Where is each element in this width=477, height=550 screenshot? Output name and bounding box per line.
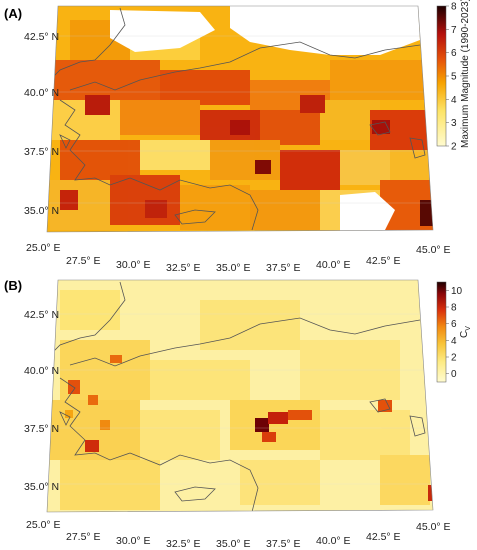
lon-tick-label: 40.0° E bbox=[316, 535, 351, 547]
lon-tick-label: 32.5° E bbox=[166, 262, 201, 274]
lon-axis-a: 25.0° E 27.5° E 30.0° E 32.5° E 35.0° E … bbox=[26, 242, 451, 274]
lon-tick-label: 37.5° E bbox=[266, 538, 301, 550]
colorbar-tick-label: 6 bbox=[451, 319, 457, 330]
colorbar-tick-label: 2 bbox=[451, 142, 457, 153]
lon-tick-label: 37.5° E bbox=[266, 262, 301, 274]
lon-tick-label: 25.0° E bbox=[26, 242, 61, 254]
graticule bbox=[47, 35, 433, 204]
lon-tick-label: 35.0° E bbox=[216, 538, 251, 550]
lon-tick-label: 25.0° E bbox=[26, 519, 61, 531]
panel-a: (A) bbox=[4, 0, 471, 274]
lat-tick-label: 42.5° N bbox=[24, 309, 59, 321]
panel-a-tag: (A) bbox=[4, 6, 22, 21]
graticule bbox=[47, 313, 433, 485]
lat-tick-label: 37.5° N bbox=[24, 423, 59, 435]
lat-axis-b: 42.5° N 40.0° N 37.5° N 35.0° N bbox=[24, 309, 59, 493]
cv-field bbox=[50, 290, 433, 510]
colorbar-tick-label: 4 bbox=[451, 95, 457, 106]
panel-b: (B) bbox=[4, 278, 472, 550]
lon-tick-label: 27.5° E bbox=[66, 255, 101, 267]
magnitude-map bbox=[47, 6, 433, 232]
panel-b-tag: (B) bbox=[4, 278, 22, 293]
lat-tick-label: 42.5° N bbox=[24, 31, 59, 43]
colorbar-tick-label: 2 bbox=[451, 353, 457, 364]
lon-tick-label: 27.5° E bbox=[66, 531, 101, 543]
colorbar-b: 0 2 4 6 8 10 CV bbox=[436, 281, 472, 383]
colorbar-tick-label: 7 bbox=[451, 25, 457, 36]
lon-axis-b: 25.0° E 27.5° E 30.0° E 32.5° E 35.0° E … bbox=[26, 519, 451, 550]
colorbar-tick-label: 5 bbox=[451, 72, 457, 83]
cv-map bbox=[47, 280, 433, 512]
lat-tick-label: 35.0° N bbox=[24, 205, 59, 217]
lon-tick-label: 45.0° E bbox=[416, 244, 451, 256]
lat-tick-label: 40.0° N bbox=[24, 365, 59, 377]
colorbar-tick-label: 4 bbox=[451, 336, 457, 347]
no-data-region bbox=[230, 6, 420, 55]
colorbar-b-title: CV bbox=[459, 326, 472, 338]
lat-tick-label: 37.5° N bbox=[24, 146, 59, 158]
no-data-region bbox=[110, 10, 215, 52]
colorbar-tick-label: 8 bbox=[451, 303, 457, 314]
lon-tick-label: 32.5° E bbox=[166, 538, 201, 550]
lon-tick-label: 42.5° E bbox=[366, 531, 401, 543]
coastline bbox=[49, 281, 426, 512]
lon-tick-label: 30.0° E bbox=[116, 259, 151, 271]
lon-tick-label: 40.0° E bbox=[316, 259, 351, 271]
lon-tick-label: 45.0° E bbox=[416, 521, 451, 533]
colorbar-tick-label: 3 bbox=[451, 118, 457, 129]
colorbar-a: 2 3 4 5 6 7 8 Maximum Magnitude (1990-2023) bbox=[436, 0, 471, 153]
no-data-region bbox=[340, 192, 395, 232]
lat-axis-a: 42.5° N 40.0° N 37.5° N 35.0° N bbox=[24, 31, 59, 217]
lon-tick-label: 35.0° E bbox=[216, 262, 251, 274]
colorbar-tick-label: 8 bbox=[451, 2, 457, 13]
lon-tick-label: 30.0° E bbox=[116, 535, 151, 547]
colorbar-tick-label: 0 bbox=[451, 369, 457, 380]
lat-tick-label: 40.0° N bbox=[24, 87, 59, 99]
colorbar-tick-label: 10 bbox=[451, 286, 463, 297]
lon-tick-label: 42.5° E bbox=[366, 255, 401, 267]
lat-tick-label: 35.0° N bbox=[24, 481, 59, 493]
colorbar-a-title: Maximum Magnitude (1990-2023) bbox=[460, 0, 471, 148]
coastline bbox=[49, 7, 426, 231]
colorbar-tick-label: 6 bbox=[451, 48, 457, 59]
